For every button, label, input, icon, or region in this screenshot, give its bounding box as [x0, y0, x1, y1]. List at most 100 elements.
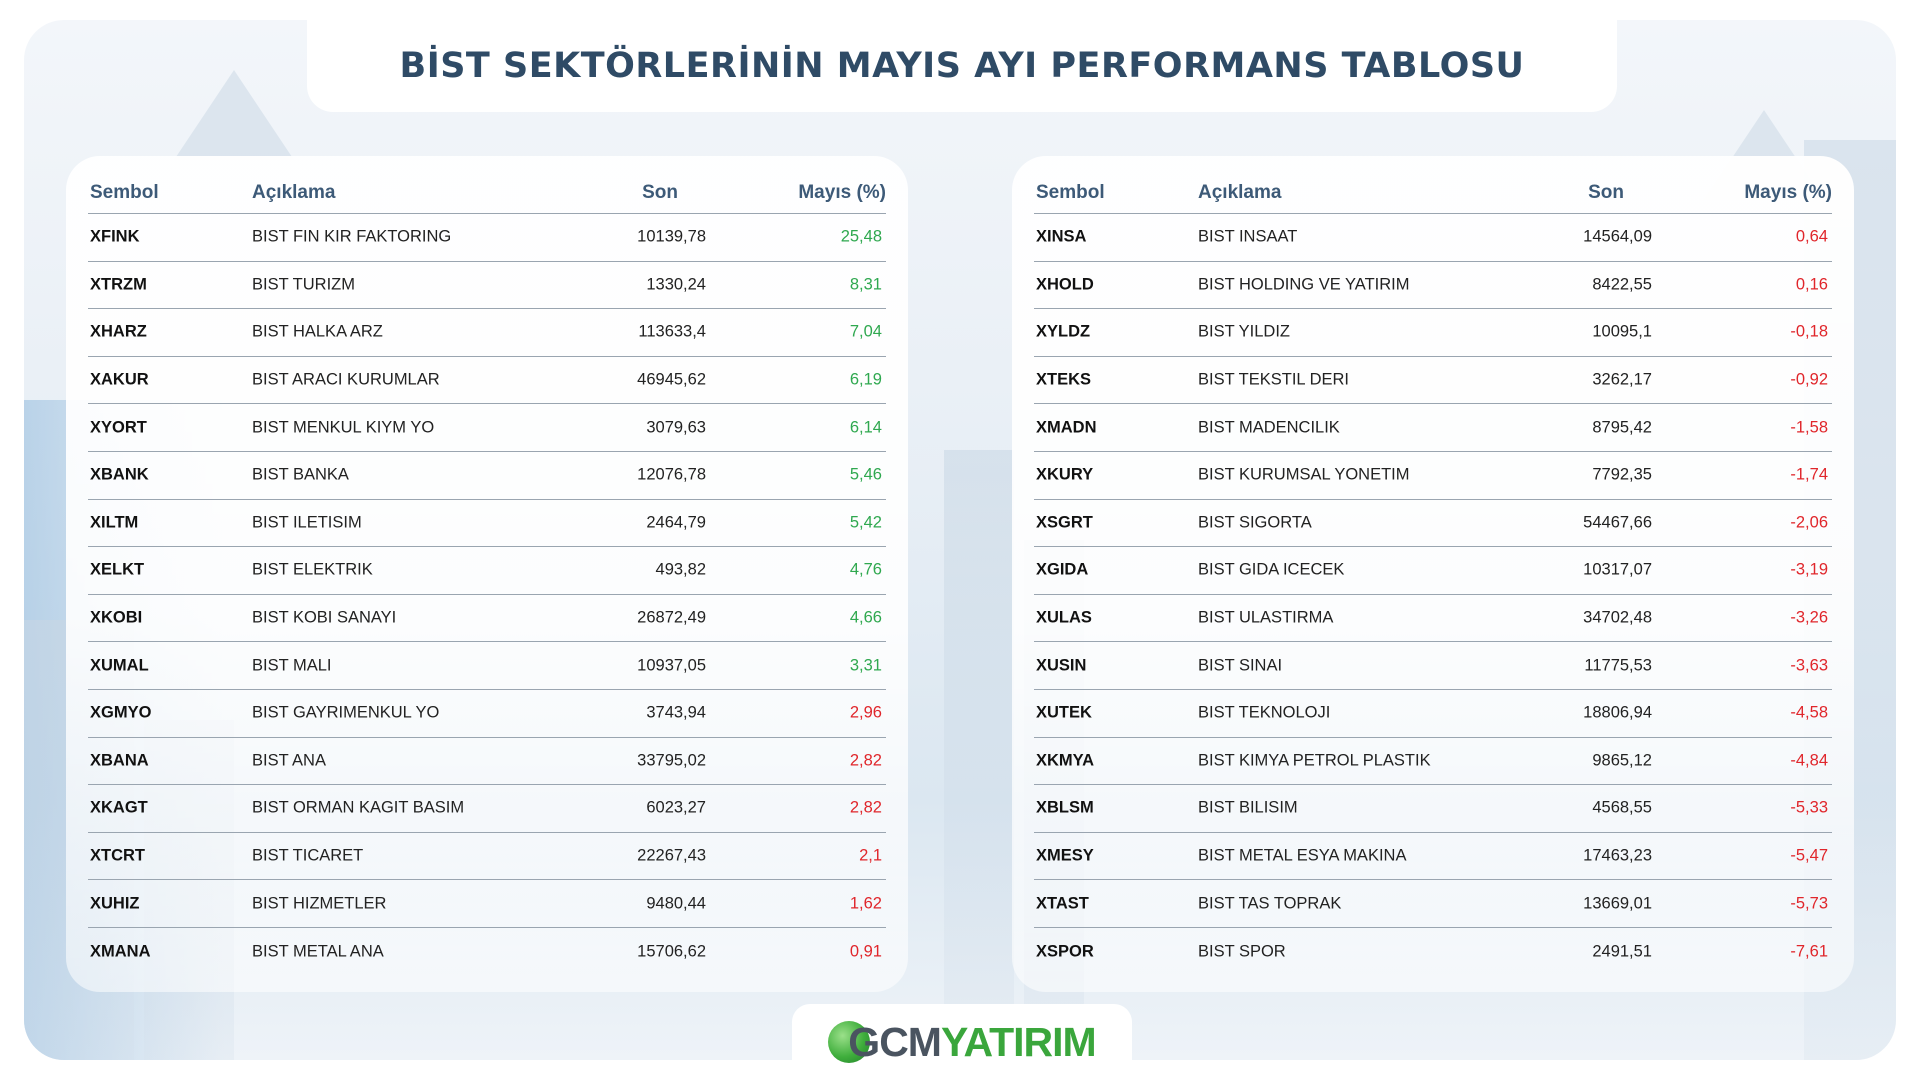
- cell-symbol: XUTEK: [1036, 703, 1092, 722]
- cell-change: 2,1: [859, 846, 882, 865]
- cell-last: 3743,94: [646, 703, 706, 722]
- cell-change: -3,26: [1790, 608, 1828, 627]
- cell-description: BIST ANA: [252, 751, 326, 770]
- table-row: XBANA BIST ANA 33795,02 2,82: [88, 738, 886, 786]
- table-row: XUHIZ BIST HIZMETLER 9480,44 1,62: [88, 880, 886, 928]
- cell-description: BIST INSAAT: [1198, 227, 1298, 246]
- cell-description: BIST BANKA: [252, 465, 349, 484]
- cell-change: 7,04: [849, 322, 882, 341]
- cell-description: BIST MENKUL KIYM YO: [252, 418, 435, 437]
- table-row: XKAGT BIST ORMAN KAGIT BASIM 6023,27 2,82: [88, 785, 886, 833]
- cell-change: 0,91: [849, 942, 882, 961]
- table-row: XUMAL BIST MALI 10937,05 3,31: [88, 642, 886, 690]
- table-row: XELKT BIST ELEKTRIK 493,82 4,76: [88, 547, 886, 595]
- table-row: XINSA BIST INSAAT 14564,09 0,64: [1034, 214, 1832, 262]
- cell-description: BIST TURIZM: [252, 275, 355, 294]
- cell-symbol: XHARZ: [90, 322, 147, 341]
- cell-description: BIST FIN KIR FAKTORING: [252, 227, 452, 246]
- cell-symbol: XMADN: [1036, 418, 1097, 437]
- cell-change: 4,76: [849, 560, 882, 579]
- cell-change: -3,63: [1790, 656, 1828, 675]
- table-row: XYLDZ BIST YILDIZ 10095,1 -0,18: [1034, 309, 1832, 357]
- cell-description: BIST KIMYA PETROL PLASTIK: [1198, 751, 1431, 770]
- cell-change: -4,84: [1790, 751, 1828, 770]
- cell-last: 8795,42: [1592, 418, 1652, 437]
- cell-symbol: XAKUR: [90, 370, 149, 389]
- cell-change: 0,64: [1795, 227, 1828, 246]
- cell-description: BIST HOLDING VE YATIRIM: [1198, 275, 1410, 294]
- cell-symbol: XKMYA: [1036, 751, 1095, 770]
- cell-symbol: XTAST: [1036, 894, 1089, 913]
- cell-description: BIST SPOR: [1198, 942, 1286, 961]
- cell-last: 13669,01: [1583, 894, 1652, 913]
- header-change: Mayıs (%): [1744, 182, 1832, 203]
- cell-symbol: XULAS: [1036, 608, 1092, 627]
- logo-text-gcm: GCM: [848, 1018, 942, 1065]
- header-last: Son: [642, 182, 678, 203]
- cell-symbol: XGIDA: [1036, 560, 1089, 579]
- cell-change: -5,33: [1790, 798, 1828, 817]
- table-row: XTEKS BIST TEKSTIL DERI 3262,17 -0,92: [1034, 357, 1832, 405]
- cell-symbol: XBLSM: [1036, 798, 1094, 817]
- cell-description: BIST TEKNOLOJI: [1198, 703, 1331, 722]
- table-row: XGMYO BIST GAYRIMENKUL YO 3743,94 2,96: [88, 690, 886, 738]
- header-last: Son: [1588, 182, 1624, 203]
- table-row: XHOLD BIST HOLDING VE YATIRIM 8422,55 0,16: [1034, 262, 1832, 310]
- cell-last: 8422,55: [1592, 275, 1652, 294]
- cell-last: 26872,49: [637, 608, 706, 627]
- cell-last: 2491,51: [1592, 942, 1652, 961]
- cell-change: 1,62: [849, 894, 882, 913]
- cell-last: 9865,12: [1592, 751, 1652, 770]
- cell-last: 493,82: [655, 560, 706, 579]
- cell-last: 15706,62: [637, 942, 706, 961]
- cell-change: 2,96: [849, 703, 882, 722]
- cell-symbol: XKAGT: [90, 798, 148, 817]
- cell-last: 6023,27: [646, 798, 706, 817]
- cell-description: BIST GIDA ICECEK: [1198, 560, 1345, 579]
- cell-change: -4,58: [1790, 703, 1828, 722]
- cell-description: BIST GAYRIMENKUL YO: [252, 703, 440, 722]
- cell-symbol: XUSIN: [1036, 656, 1087, 675]
- cell-description: BIST MALI: [252, 656, 332, 675]
- table-header: Sembol Açıklama Son Mayıs (%): [1034, 182, 1832, 214]
- cell-description: BIST ULASTIRMA: [1198, 608, 1334, 627]
- cell-change: -5,47: [1790, 846, 1828, 865]
- table-row: XMESY BIST METAL ESYA MAKINA 17463,23 -5,47: [1034, 833, 1832, 881]
- cell-last: 18806,94: [1583, 703, 1652, 722]
- cell-change: 6,14: [849, 418, 882, 437]
- header-description: Açıklama: [1198, 182, 1282, 203]
- cell-last: 4568,55: [1592, 798, 1652, 817]
- cell-last: 2464,79: [646, 513, 706, 532]
- cell-description: BIST BILISIM: [1198, 798, 1298, 817]
- cell-change: 2,82: [849, 751, 882, 770]
- table-row: XUSIN BIST SINAI 11775,53 -3,63: [1034, 642, 1832, 690]
- cell-last: 7792,35: [1592, 465, 1652, 484]
- cell-change: -0,18: [1790, 322, 1828, 341]
- cell-symbol: XMANA: [90, 942, 151, 961]
- left-table-panel: Sembol Açıklama Son Mayıs (%) XFINK BIST …: [66, 156, 908, 992]
- cell-symbol: XTEKS: [1036, 370, 1092, 389]
- cell-last: 10095,1: [1592, 322, 1652, 341]
- cell-change: 6,19: [849, 370, 882, 389]
- cell-change: -3,19: [1790, 560, 1828, 579]
- table-header: Sembol Açıklama Son Mayıs (%): [88, 182, 886, 214]
- background-building: [944, 450, 1014, 1060]
- table-row: XTAST BIST TAS TOPRAK 13669,01 -5,73: [1034, 880, 1832, 928]
- cell-description: BIST KOBI SANAYI: [252, 608, 397, 627]
- cell-description: BIST KURUMSAL YONETIM: [1198, 465, 1410, 484]
- cell-symbol: XSPOR: [1036, 942, 1094, 961]
- cell-description: BIST SIGORTA: [1198, 513, 1312, 532]
- cell-symbol: XTCRT: [90, 846, 145, 865]
- cell-symbol: XHOLD: [1036, 275, 1094, 294]
- cell-last: 113633,4: [638, 322, 706, 341]
- cell-description: BIST METAL ESYA MAKINA: [1198, 846, 1407, 865]
- table-row: XUTEK BIST TEKNOLOJI 18806,94 -4,58: [1034, 690, 1832, 738]
- cell-description: BIST ELEKTRIK: [252, 560, 373, 579]
- cell-change: 5,46: [849, 465, 882, 484]
- brand-logo: GCMYATIRIM: [792, 1004, 1132, 1080]
- table-row: XSPOR BIST SPOR 2491,51 -7,61: [1034, 928, 1832, 976]
- cell-description: BIST TEKSTIL DERI: [1198, 370, 1349, 389]
- table-row: XMADN BIST MADENCILIK 8795,42 -1,58: [1034, 404, 1832, 452]
- cell-symbol: XTRZM: [90, 275, 147, 294]
- cell-symbol: XELKT: [90, 560, 145, 579]
